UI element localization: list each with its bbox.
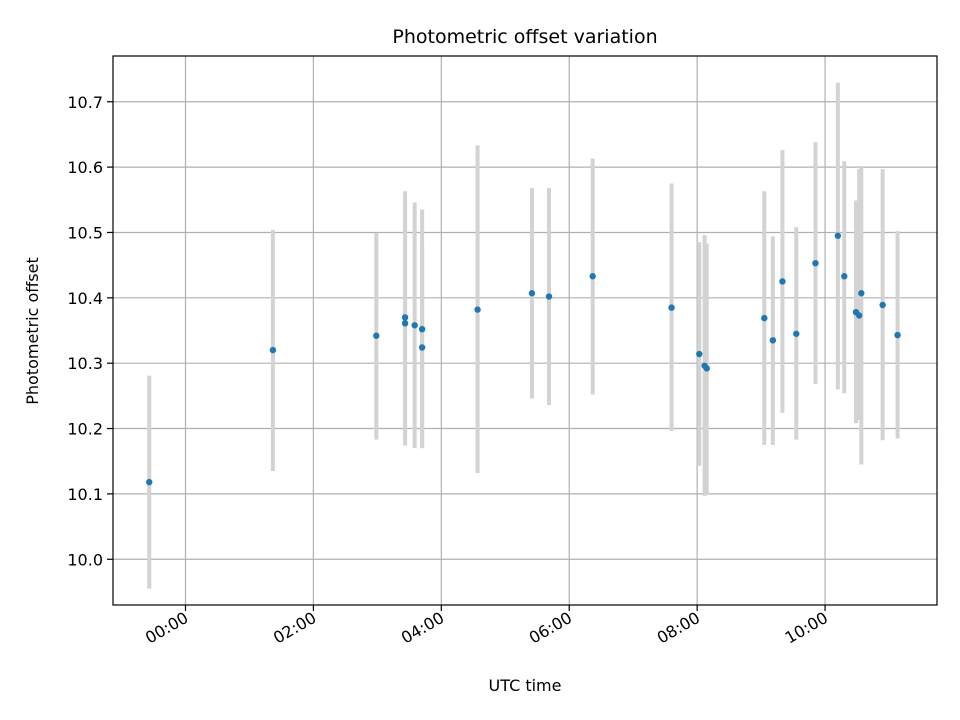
data-point bbox=[545, 293, 553, 300]
data-point bbox=[879, 301, 886, 309]
y-axis-label: Photometric offset bbox=[23, 257, 42, 405]
chart-title: Photometric offset variation bbox=[392, 26, 657, 48]
data-point bbox=[703, 365, 710, 372]
data-point bbox=[146, 478, 153, 486]
data-point bbox=[269, 346, 277, 354]
grid bbox=[113, 56, 937, 605]
y-tick-label: 10.5 bbox=[67, 223, 103, 242]
data-point bbox=[373, 332, 380, 339]
data-point bbox=[834, 232, 842, 239]
y-tick-label: 10.0 bbox=[67, 550, 103, 569]
y-axis-ticks: 10.0 10.1 10.2 10.3 10.4 10.5 10.6 10.7 bbox=[67, 93, 113, 569]
data-point bbox=[418, 344, 426, 351]
data-point bbox=[401, 314, 409, 321]
y-tick-label: 10.6 bbox=[67, 158, 103, 177]
data-point bbox=[855, 312, 863, 319]
data-point bbox=[474, 306, 481, 313]
y-tick-label: 10.2 bbox=[67, 420, 103, 439]
data-point bbox=[894, 331, 901, 339]
data-point bbox=[793, 330, 800, 337]
data-point bbox=[858, 290, 865, 297]
data-point bbox=[812, 259, 819, 267]
data-point bbox=[668, 304, 675, 311]
y-tick-label: 10.4 bbox=[67, 289, 103, 308]
data-point bbox=[696, 350, 703, 358]
y-tick-label: 10.1 bbox=[67, 485, 103, 504]
x-axis-label: UTC time bbox=[489, 676, 562, 695]
data-point bbox=[528, 290, 536, 297]
data-point bbox=[841, 273, 848, 280]
data-point bbox=[401, 320, 409, 327]
data-point bbox=[589, 273, 596, 280]
data-point bbox=[761, 314, 768, 322]
data-point bbox=[411, 322, 418, 329]
data-point bbox=[769, 337, 777, 344]
data-point bbox=[418, 325, 426, 333]
y-tick-label: 10.3 bbox=[67, 354, 103, 373]
data-points bbox=[146, 232, 901, 486]
plot-frame bbox=[112, 55, 938, 606]
y-tick-label: 10.7 bbox=[67, 93, 103, 112]
data-point bbox=[779, 278, 786, 285]
